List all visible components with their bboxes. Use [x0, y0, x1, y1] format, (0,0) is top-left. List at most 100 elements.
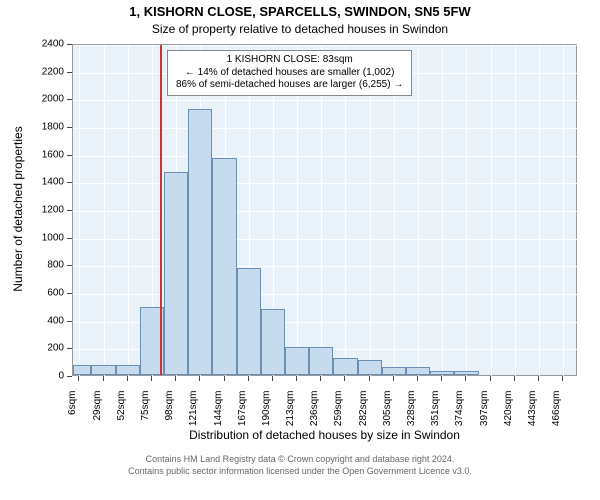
x-tick-label: 282sqm [358, 391, 369, 431]
x-tick-label: 52sqm [116, 391, 127, 431]
y-tick-label: 0 [58, 371, 64, 382]
grid-line-vertical [539, 45, 540, 377]
x-tick-mark [538, 376, 539, 381]
histogram-bar [237, 268, 261, 375]
histogram-bar [309, 347, 333, 375]
page-subtitle: Size of property relative to detached ho… [0, 22, 600, 36]
grid-line-vertical [491, 45, 492, 377]
grid-line-horizontal [73, 294, 578, 295]
x-tick-label: 397sqm [479, 391, 490, 431]
grid-line-horizontal [73, 45, 578, 46]
x-tick-label: 466sqm [551, 391, 562, 431]
grid-line-vertical [515, 45, 516, 377]
y-tick-mark [67, 182, 72, 183]
x-tick-mark [272, 376, 273, 381]
histogram-bar [333, 358, 357, 375]
grid-line-vertical [466, 45, 467, 377]
info-box-line: 86% of semi-detached houses are larger (… [176, 79, 403, 92]
chart-container: 1, KISHORN CLOSE, SPARCELLS, SWINDON, SN… [0, 0, 600, 500]
y-tick-mark [67, 127, 72, 128]
x-tick-mark [514, 376, 515, 381]
y-tick-label: 600 [47, 288, 64, 299]
grid-line-horizontal [73, 239, 578, 240]
x-tick-label: 190sqm [261, 391, 272, 431]
x-tick-label: 259sqm [333, 391, 344, 431]
y-tick-label: 1800 [42, 122, 64, 133]
histogram-bar [188, 109, 212, 375]
y-tick-mark [67, 238, 72, 239]
grid-line-horizontal [73, 183, 578, 184]
y-tick-label: 200 [47, 343, 64, 354]
y-tick-label: 1000 [42, 232, 64, 243]
x-tick-mark [320, 376, 321, 381]
histogram-bar [382, 367, 406, 375]
grid-line-vertical [563, 45, 564, 377]
x-tick-label: 213sqm [285, 391, 296, 431]
x-tick-mark [417, 376, 418, 381]
x-tick-mark [103, 376, 104, 381]
y-tick-label: 1600 [42, 149, 64, 160]
x-tick-mark [393, 376, 394, 381]
y-tick-mark [67, 155, 72, 156]
footer-attribution: Contains HM Land Registry data © Crown c… [0, 454, 600, 477]
histogram-bar [430, 371, 454, 375]
histogram-bar [454, 371, 478, 375]
x-tick-mark [78, 376, 79, 381]
histogram-bar [212, 158, 236, 375]
histogram-bar [73, 365, 91, 375]
info-box: 1 KISHORN CLOSE: 83sqm← 14% of detached … [167, 50, 412, 96]
y-tick-label: 2000 [42, 94, 64, 105]
histogram-bar [261, 309, 285, 375]
reference-line [160, 45, 162, 375]
y-tick-label: 2200 [42, 66, 64, 77]
x-tick-label: 351sqm [430, 391, 441, 431]
histogram-bar [285, 347, 309, 375]
grid-line-vertical [128, 45, 129, 377]
grid-line-horizontal [73, 266, 578, 267]
x-tick-label: 98sqm [164, 391, 175, 431]
footer-line-2: Contains public sector information licen… [0, 466, 600, 478]
y-tick-mark [67, 44, 72, 45]
x-tick-mark [248, 376, 249, 381]
grid-line-vertical [104, 45, 105, 377]
x-tick-mark [224, 376, 225, 381]
x-tick-label: 443sqm [527, 391, 538, 431]
y-tick-mark [67, 376, 72, 377]
x-tick-label: 29sqm [92, 391, 103, 431]
x-tick-label: 236sqm [309, 391, 320, 431]
x-tick-label: 121sqm [188, 391, 199, 431]
page-title: 1, KISHORN CLOSE, SPARCELLS, SWINDON, SN… [0, 4, 600, 19]
grid-line-horizontal [73, 100, 578, 101]
x-tick-label: 144sqm [213, 391, 224, 431]
grid-line-vertical [442, 45, 443, 377]
x-tick-mark [562, 376, 563, 381]
y-tick-label: 1400 [42, 177, 64, 188]
x-tick-label: 6sqm [67, 391, 78, 431]
grid-line-horizontal [73, 128, 578, 129]
y-tick-label: 400 [47, 315, 64, 326]
x-tick-mark [199, 376, 200, 381]
y-tick-mark [67, 265, 72, 266]
x-tick-label: 75sqm [140, 391, 151, 431]
y-tick-label: 1200 [42, 205, 64, 216]
grid-line-horizontal [73, 377, 578, 378]
grid-line-horizontal [73, 211, 578, 212]
x-tick-mark [151, 376, 152, 381]
y-axis-label: Number of detached properties [11, 43, 25, 375]
footer-line-1: Contains HM Land Registry data © Crown c… [0, 454, 600, 466]
histogram-bar [164, 172, 188, 375]
info-box-line: 1 KISHORN CLOSE: 83sqm [176, 54, 403, 67]
y-tick-mark [67, 72, 72, 73]
x-tick-mark [127, 376, 128, 381]
x-tick-mark [344, 376, 345, 381]
info-box-line: ← 14% of detached houses are smaller (1,… [176, 67, 403, 80]
x-tick-label: 374sqm [454, 391, 465, 431]
x-tick-mark [441, 376, 442, 381]
y-tick-label: 800 [47, 260, 64, 271]
y-tick-mark [67, 99, 72, 100]
x-tick-mark [465, 376, 466, 381]
y-tick-mark [67, 348, 72, 349]
grid-line-horizontal [73, 156, 578, 157]
x-tick-label: 420sqm [503, 391, 514, 431]
histogram-bar [406, 367, 430, 375]
